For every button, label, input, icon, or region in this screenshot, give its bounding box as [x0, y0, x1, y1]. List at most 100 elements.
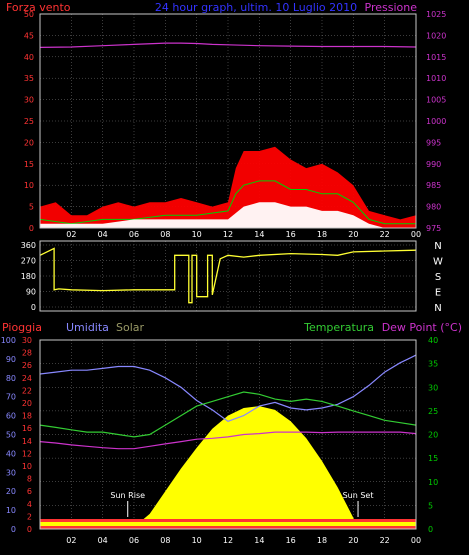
humidity-y-tick: 30 — [6, 468, 16, 477]
humidity-y-tick: 50 — [6, 431, 16, 440]
pressure-y-tick: 1020 — [426, 31, 446, 40]
direction-y-tick: 90 — [26, 288, 36, 297]
temp-x-tick: 22 — [380, 536, 390, 545]
temperature-y-tick: 20 — [428, 431, 438, 440]
temperature-line — [39, 391, 417, 438]
temp-x-tick: 06 — [129, 536, 139, 545]
rain-y-tick: 6 — [27, 487, 32, 496]
compass-label: N — [434, 241, 441, 252]
direction-y-tick: 360 — [21, 241, 36, 250]
rain-y-tick: 8 — [27, 475, 32, 484]
pressure-y-tick: 975 — [426, 224, 441, 233]
direction-plot-frame — [39, 240, 417, 312]
temp-x-tick: 04 — [98, 536, 108, 545]
humidity-line — [39, 354, 417, 422]
humidity-y-tick: 0 — [11, 525, 16, 534]
rain-y-tick: 2 — [27, 512, 32, 521]
solar-axis-title: Solar — [116, 321, 145, 334]
temp-x-tick: 18 — [317, 536, 327, 545]
wind-x-tick: 20 — [348, 230, 358, 239]
humidity-y-tick: 60 — [6, 412, 16, 421]
wind-average-area — [40, 202, 416, 228]
wind-x-tick: 14 — [254, 230, 264, 239]
chart-title: 24 hour graph, ultim. 10 Luglio 2010 — [155, 1, 357, 14]
temperature-y-tick: 35 — [428, 360, 438, 369]
wind-y-tick: 20 — [24, 138, 34, 147]
pressure-y-tick: 1010 — [426, 74, 446, 83]
temperature-y-tick: 5 — [428, 501, 433, 510]
temp-plot-frame — [39, 339, 417, 530]
temperature-y-tick: 0 — [428, 525, 433, 534]
pressure-y-tick: 985 — [426, 181, 441, 190]
wind-plot-frame — [39, 13, 417, 229]
rain-y-tick: 28 — [22, 349, 32, 358]
rain-y-tick: 10 — [22, 462, 32, 471]
wind-x-tick: 06 — [129, 230, 139, 239]
rain-axis-title: Pioggia — [2, 321, 42, 334]
wind-direction-line — [39, 247, 417, 304]
wind-y-tick: 35 — [24, 74, 34, 83]
rain-y-tick: 22 — [22, 386, 32, 395]
temp-x-tick: 16 — [286, 536, 296, 545]
wind-gust-area — [40, 146, 416, 228]
temperature-humidity-plot: 0510152025303540010203040506070809010002… — [1, 336, 438, 545]
rain-bar-highlight — [40, 522, 416, 526]
pressure-y-tick: 1000 — [426, 117, 446, 126]
direction-y-tick: 180 — [21, 272, 36, 281]
pressure-y-tick: 1005 — [426, 96, 446, 105]
temperature-y-tick: 10 — [428, 478, 438, 487]
rain-y-tick: 18 — [22, 412, 32, 421]
direction-y-tick: 0 — [31, 303, 36, 312]
rain-y-tick: 16 — [22, 424, 32, 433]
temperature-y-tick: 40 — [428, 336, 438, 345]
temp-x-tick: 20 — [348, 536, 358, 545]
temp-x-tick: 12 — [223, 536, 233, 545]
wind-x-tick: 00 — [411, 230, 421, 239]
compass-label: S — [435, 272, 441, 283]
wind-x-tick: 16 — [286, 230, 296, 239]
sunrise-label: Sun Rise — [110, 491, 145, 500]
sunset-label: Sun Set — [343, 491, 374, 500]
wind-x-tick: 04 — [98, 230, 108, 239]
rain-y-tick: 4 — [27, 500, 32, 509]
humidity-y-tick: 90 — [6, 355, 16, 364]
pressure-y-tick: 995 — [426, 138, 441, 147]
solar-radiation-area — [40, 406, 416, 529]
wind-y-tick: 25 — [24, 117, 34, 126]
compass-label: N — [434, 303, 441, 314]
wind-axis-title: Forza vento — [6, 1, 71, 14]
wind-y-tick: 50 — [24, 10, 34, 19]
wind-x-tick: 22 — [380, 230, 390, 239]
rain-y-tick: 20 — [22, 399, 32, 408]
humidity-axis-title: Umidita — [66, 321, 109, 334]
wind-pressure-plot: 0510152025303540455097598098599099510001… — [24, 10, 447, 239]
compass-label: E — [435, 288, 441, 299]
humidity-y-tick: 70 — [6, 393, 16, 402]
humidity-y-tick: 80 — [6, 374, 16, 383]
rain-y-tick: 14 — [22, 437, 32, 446]
dewpoint-line — [39, 431, 417, 450]
wind-y-tick: 30 — [24, 96, 34, 105]
pressure-axis-title: Pressione — [365, 1, 418, 14]
rain-y-tick: 30 — [22, 336, 32, 345]
rain-y-tick: 26 — [22, 361, 32, 370]
pressure-line — [39, 42, 417, 48]
temperature-y-tick: 25 — [428, 407, 438, 416]
wind-x-tick: 10 — [192, 230, 202, 239]
wind-y-tick: 5 — [29, 203, 34, 212]
wind-x-tick: 08 — [160, 230, 170, 239]
temp-x-tick: 10 — [192, 536, 202, 545]
temp-x-tick: 14 — [254, 536, 264, 545]
wind-y-tick: 10 — [24, 181, 34, 190]
direction-y-tick: 270 — [21, 257, 36, 266]
humidity-y-tick: 40 — [6, 449, 16, 458]
wind-x-tick: 18 — [317, 230, 327, 239]
dewpoint-axis-title: Dew Point (°C) — [382, 321, 462, 334]
wind-y-tick: 45 — [24, 31, 34, 40]
temperature-y-tick: 15 — [428, 454, 438, 463]
wind-y-tick: 15 — [24, 160, 34, 169]
wind-x-tick: 02 — [66, 230, 76, 239]
temp-x-tick: 02 — [66, 536, 76, 545]
humidity-y-tick: 20 — [6, 487, 16, 496]
